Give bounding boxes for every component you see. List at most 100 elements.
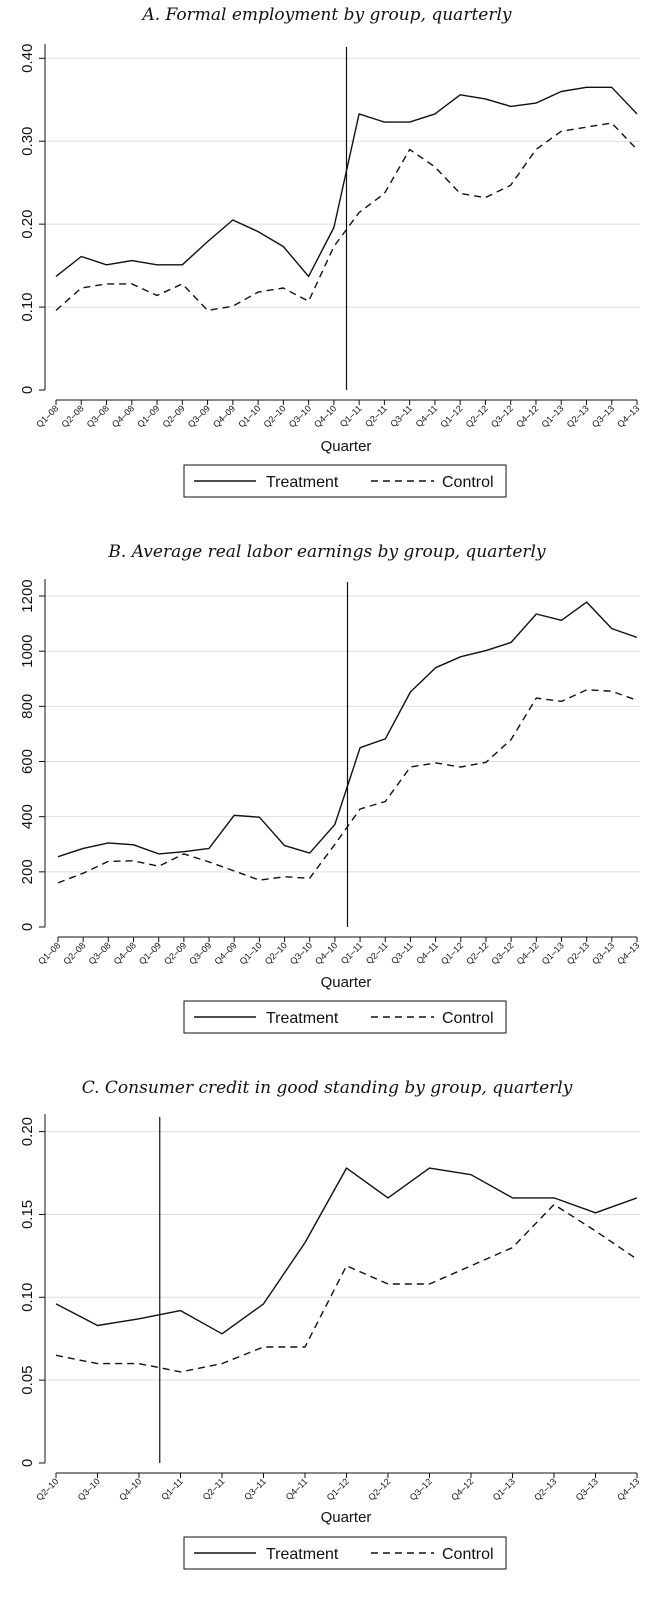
y-tick-label: 0 (19, 386, 36, 394)
legend-label-control: Control (442, 1546, 494, 1563)
y-tick-label: 200 (19, 859, 36, 884)
x-tick-label: Q3–13 (574, 1476, 600, 1502)
chart-title: A. Formal employment by group, quarterly (140, 5, 511, 25)
x-tick-label: Q1–09 (137, 940, 163, 966)
x-tick-label: Q3–09 (187, 940, 213, 966)
x-tick-label: Q4–12 (449, 1476, 475, 1502)
chart-panel-3: C. Consumer credit in good standing by g… (19, 1078, 641, 1570)
x-tick-label: Q3–10 (287, 403, 313, 429)
y-tick-label: 0 (19, 923, 36, 931)
x-tick-label: Q3–11 (242, 1476, 268, 1502)
x-tick-label: Q1–13 (539, 403, 565, 429)
x-tick-label: Q4–12 (514, 403, 540, 429)
x-tick-label: Q3–13 (590, 940, 616, 966)
x-tick-label: Q4–12 (515, 940, 541, 966)
x-tick-label: Q1–12 (439, 940, 465, 966)
chart-panel-1: A. Formal employment by group, quarterly… (19, 5, 641, 498)
y-tick-label: 0.05 (19, 1366, 36, 1395)
x-tick-label: Q2–08 (61, 940, 87, 966)
x-tick-label: Q2–10 (34, 1476, 60, 1502)
legend-label-treatment: Treatment (266, 1546, 339, 1563)
x-tick-label: Q4–10 (313, 940, 339, 966)
x-tick-label: Q4–11 (414, 403, 440, 429)
x-tick-label: Q1–08 (36, 940, 62, 966)
legend: Treatment Control (183, 1536, 507, 1570)
x-tick-label: Q1–13 (540, 940, 566, 966)
y-tick-label: 600 (19, 749, 36, 774)
legend-label-control: Control (442, 1010, 494, 1027)
y-tick-label: 1000 (19, 635, 36, 668)
x-tick-label: Q2–09 (162, 940, 188, 966)
y-tick-label: 0.10 (19, 1283, 36, 1312)
x-tick-label: Q2–12 (464, 940, 490, 966)
legend-label-treatment: Treatment (266, 1010, 339, 1027)
y-tick-label: 0.10 (19, 292, 36, 321)
x-axis-label: Quarter (321, 974, 372, 991)
x-tick-label: Q4–13 (615, 940, 641, 966)
x-tick-label: Q1–10 (238, 940, 264, 966)
x-tick-label: Q4–08 (112, 940, 138, 966)
x-tick-label: Q2–12 (464, 403, 490, 429)
series-line-treatment (55, 86, 638, 278)
x-tick-label: Q1–11 (339, 940, 365, 966)
x-tick-label: Q3–13 (590, 403, 616, 429)
x-tick-label: Q3–11 (388, 403, 414, 429)
x-tick-label: Q2–12 (366, 1476, 392, 1502)
x-tick-label: Q3–10 (76, 1476, 102, 1502)
x-tick-label: Q1–11 (159, 1476, 185, 1502)
x-tick-label: Q4–10 (312, 403, 338, 429)
x-tick-label: Q3–11 (389, 940, 415, 966)
x-tick-label: Q4–13 (615, 403, 641, 429)
x-tick-label: Q3–09 (186, 403, 212, 429)
x-tick-label: Q4–10 (117, 1476, 143, 1502)
x-tick-label: Q2–09 (161, 403, 187, 429)
x-tick-label: Q2–13 (532, 1476, 558, 1502)
chart-title: C. Consumer credit in good standing by g… (82, 1078, 573, 1098)
x-tick-label: Q2–11 (363, 403, 389, 429)
x-tick-label: Q4–11 (414, 940, 440, 966)
y-tick-label: 0.20 (19, 1117, 36, 1146)
x-tick-label: Q1–08 (34, 403, 60, 429)
x-tick-label: Q3–08 (85, 403, 111, 429)
x-tick-label: Q1–09 (135, 403, 161, 429)
legend: Treatment Control (183, 1000, 507, 1034)
x-tick-label: Q1–11 (338, 403, 364, 429)
series-line-treatment (55, 1167, 638, 1335)
x-tick-label: Q2–13 (565, 403, 591, 429)
x-tick-label: Q1–13 (491, 1476, 517, 1502)
chart-panel-2: B. Average real labor earnings by group,… (19, 542, 641, 1034)
x-tick-label: Q2–13 (565, 940, 591, 966)
series-line-control (57, 689, 638, 884)
x-tick-label: Q3–12 (408, 1476, 434, 1502)
series-line-treatment (57, 601, 638, 858)
x-tick-label: Q2–11 (364, 940, 390, 966)
x-tick-label: Q4–09 (212, 940, 238, 966)
x-tick-label: Q2–11 (201, 1476, 227, 1502)
x-tick-label: Q1–12 (438, 403, 464, 429)
x-tick-label: Q4–13 (615, 1476, 641, 1502)
y-tick-label: 800 (19, 694, 36, 719)
x-tick-label: Q3–10 (288, 940, 314, 966)
legend: Treatment Control (183, 464, 507, 498)
x-tick-label: Q1–12 (325, 1476, 351, 1502)
x-tick-label: Q3–12 (489, 403, 515, 429)
series-line-control (55, 122, 638, 312)
y-tick-label: 0.15 (19, 1200, 36, 1229)
x-tick-label: Q1–10 (236, 403, 262, 429)
x-tick-label: Q3–12 (489, 940, 515, 966)
x-tick-label: Q2–10 (262, 403, 288, 429)
x-tick-label: Q2–08 (59, 403, 85, 429)
x-axis-label: Quarter (321, 438, 372, 455)
series-line-control (55, 1203, 638, 1373)
x-tick-label: Q4–09 (211, 403, 237, 429)
y-tick-label: 0.20 (19, 210, 36, 239)
x-tick-label: Q2–10 (263, 940, 289, 966)
legend-label-control: Control (442, 474, 494, 491)
x-axis-label: Quarter (321, 1509, 372, 1526)
y-tick-label: 400 (19, 804, 36, 829)
y-tick-label: 1200 (19, 579, 36, 612)
x-tick-label: Q4–11 (284, 1476, 310, 1502)
x-tick-label: Q4–08 (110, 403, 136, 429)
legend-label-treatment: Treatment (266, 474, 339, 491)
